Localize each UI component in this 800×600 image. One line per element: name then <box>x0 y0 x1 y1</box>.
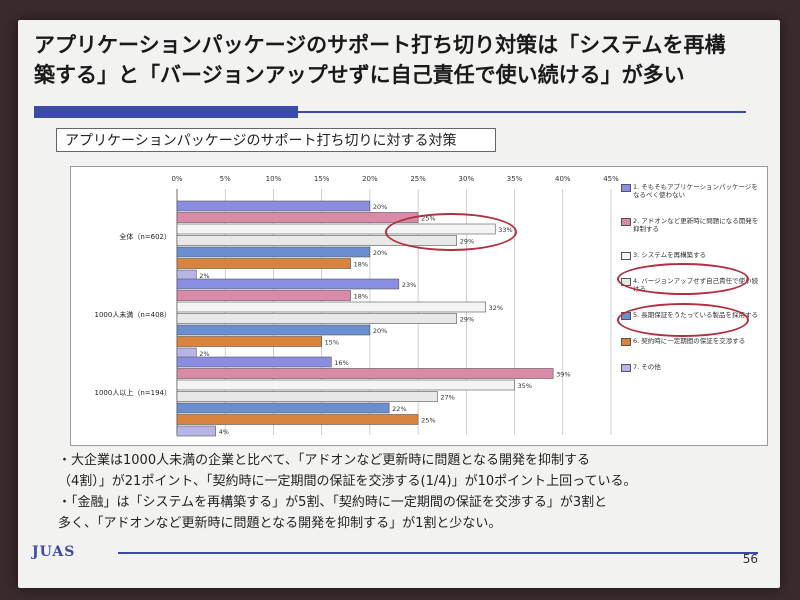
bar-value-label: 2% <box>199 272 209 280</box>
page-number: 56 <box>742 552 758 566</box>
slide-title: アプリケーションパッケージのサポート打ち切り対策は「システムを再構 築する」と「… <box>34 30 764 90</box>
bar-value-label: 20% <box>373 327 387 335</box>
bar <box>176 278 400 290</box>
bar-value-label: 16% <box>334 359 348 367</box>
bar <box>176 414 419 425</box>
category-label: 全体（n=602） <box>119 232 171 241</box>
x-tick-label: 40% <box>555 175 571 183</box>
bar-value-label: 23% <box>402 281 416 289</box>
legend-item: 6. 契約時に一定期間の保証を交渉する <box>619 337 763 346</box>
bar <box>176 301 486 313</box>
bar-value-label: 18% <box>354 261 368 269</box>
legend-swatch <box>621 252 631 260</box>
title-accent-bar <box>34 106 298 118</box>
legend-label: 2. アドオンなど更新時に問題になる開発を抑制する <box>633 217 759 233</box>
x-tick-label: 15% <box>314 175 330 183</box>
legend-label: 1. そもそもアプリケーションパッケージをなるべく使わない <box>633 183 758 199</box>
legend-swatch <box>621 364 631 372</box>
legend-swatch <box>621 338 631 346</box>
x-tick-label: 5% <box>220 175 231 183</box>
notes: ・大企業は1000人未満の企業と比べて、「アドオンなど更新時に問題となる開発を抑… <box>58 450 758 534</box>
bar <box>176 336 322 347</box>
footer-rule <box>118 552 758 554</box>
bar <box>176 402 390 414</box>
legend-item: 1. そもそもアプリケーションパッケージをなるべく使わない <box>619 183 763 199</box>
bar <box>176 425 216 437</box>
bar <box>176 200 371 212</box>
bar <box>176 379 515 391</box>
category-label: 1000人未満（n=408） <box>95 310 171 319</box>
legend-label: 7. その他 <box>633 363 661 371</box>
x-tick-label: 0% <box>171 175 182 183</box>
highlight-ellipse-legend-4 <box>617 303 749 337</box>
highlight-ellipse-legend-3 <box>617 263 749 295</box>
bar <box>176 391 438 402</box>
slide: アプリケーションパッケージのサポート打ち切り対策は「システムを再構 築する」と「… <box>18 20 780 588</box>
x-tick-label: 10% <box>266 175 282 183</box>
x-tick-label: 30% <box>459 175 475 183</box>
bar <box>176 368 554 379</box>
bar <box>176 313 457 324</box>
bar-value-label: 35% <box>518 382 532 390</box>
bar-value-label: 20% <box>373 249 387 257</box>
bar-value-label: 32% <box>489 304 503 312</box>
title-rule <box>34 111 746 113</box>
bar-value-label: 18% <box>354 293 368 301</box>
bar <box>176 347 197 359</box>
slide-title-line1: アプリケーションパッケージのサポート打ち切り対策は「システムを再構 <box>34 33 726 57</box>
bar <box>176 246 371 258</box>
x-tick-label: 45% <box>603 175 619 183</box>
bar <box>176 212 419 223</box>
bar-value-label: 29% <box>460 316 474 324</box>
category-label: 1000人以上（n=194） <box>95 388 171 397</box>
x-tick-label: 35% <box>507 175 523 183</box>
slide-title-line2: 築する」と「バージョンアップせずに自己責任で使い続ける」が多い <box>34 63 685 87</box>
legend-item: 3. システムを再構築する <box>619 251 763 260</box>
bar-value-label: 15% <box>325 339 339 347</box>
juas-logo: JUAS <box>32 544 76 560</box>
note-line: （4割）」が21ポイント、「契約時に一定期間の保証を交渉する(1/4)」が10ポ… <box>58 474 637 489</box>
bar-value-label: 39% <box>556 371 570 379</box>
bar <box>176 269 197 281</box>
legend-swatch <box>621 218 631 226</box>
x-tick-label: 20% <box>362 175 378 183</box>
legend-swatch <box>621 184 631 192</box>
legend-item: 2. アドオンなど更新時に問題になる開発を抑制する <box>619 217 763 233</box>
bar-value-label: 20% <box>373 203 387 211</box>
x-tick-label: 25% <box>410 175 426 183</box>
bar-value-label: 4% <box>219 428 229 436</box>
note-line: ・「金融」は「システムを再構築する」が5割、「契約時に一定期間の保証を交渉する」… <box>58 495 608 510</box>
legend-item: 7. その他 <box>619 363 763 372</box>
bar <box>176 356 332 368</box>
note-line: 多く、「アドオンなど更新時に問題となる開発を抑制する」が1割と少ない。 <box>58 516 502 531</box>
chart-subtitle: アプリケーションパッケージのサポート打ち切りに対する対策 <box>56 128 496 152</box>
bar <box>176 258 351 269</box>
bar-value-label: 22% <box>392 405 406 413</box>
bar <box>176 290 351 301</box>
legend-label: 6. 契約時に一定期間の保証を交渉する <box>633 337 746 345</box>
note-line: ・大企業は1000人未満の企業と比べて、「アドオンなど更新時に問題となる開発を抑… <box>58 453 591 468</box>
bar-value-label: 2% <box>199 350 209 358</box>
bar-value-label: 25% <box>421 417 435 425</box>
highlight-ellipse-overall <box>385 213 517 251</box>
chart-frame: 0% 5% 10% 15% 20% 25% 30% 35% 40% 45% 全体（n=602） 20%… <box>70 166 768 446</box>
bar-value-label: 27% <box>440 394 454 402</box>
bar <box>176 324 371 336</box>
legend-label: 3. システムを再構築する <box>633 251 707 259</box>
